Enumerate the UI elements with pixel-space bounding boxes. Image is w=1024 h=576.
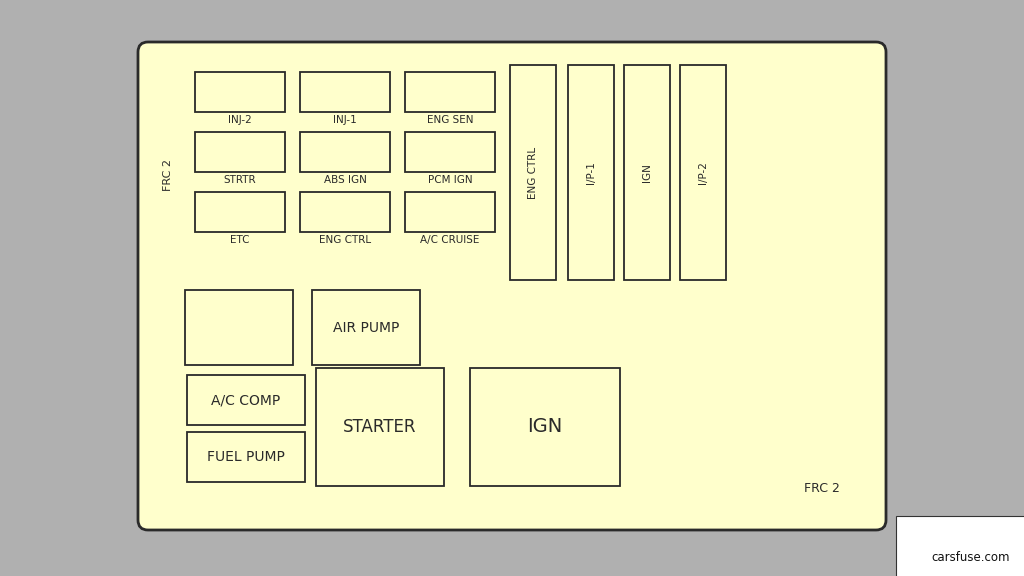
Text: IGN: IGN (642, 163, 652, 182)
FancyBboxPatch shape (624, 65, 670, 280)
FancyBboxPatch shape (185, 290, 293, 365)
FancyBboxPatch shape (187, 432, 305, 482)
FancyBboxPatch shape (187, 375, 305, 425)
FancyBboxPatch shape (470, 368, 620, 486)
FancyBboxPatch shape (316, 368, 444, 486)
Text: ENG CTRL: ENG CTRL (318, 235, 371, 245)
Text: IGN: IGN (527, 418, 562, 437)
Text: ABS IGN: ABS IGN (324, 175, 367, 185)
FancyBboxPatch shape (312, 290, 420, 365)
FancyBboxPatch shape (510, 65, 556, 280)
Text: FRC 2: FRC 2 (163, 159, 173, 191)
Text: FRC 2: FRC 2 (804, 482, 840, 495)
FancyBboxPatch shape (406, 192, 495, 232)
Text: I/P-2: I/P-2 (698, 161, 708, 184)
Text: PCM IGN: PCM IGN (428, 175, 472, 185)
Text: carsfuse.com: carsfuse.com (932, 551, 1010, 564)
FancyBboxPatch shape (300, 132, 390, 172)
FancyBboxPatch shape (568, 65, 614, 280)
FancyBboxPatch shape (680, 65, 726, 280)
FancyBboxPatch shape (138, 42, 886, 530)
FancyBboxPatch shape (195, 192, 285, 232)
Text: ETC: ETC (230, 235, 250, 245)
Text: STRTR: STRTR (223, 175, 256, 185)
Text: A/C CRUISE: A/C CRUISE (420, 235, 479, 245)
Text: A/C COMP: A/C COMP (211, 393, 281, 407)
Text: ENG SEN: ENG SEN (427, 115, 473, 125)
FancyBboxPatch shape (195, 132, 285, 172)
Text: STARTER: STARTER (343, 418, 417, 436)
FancyBboxPatch shape (300, 192, 390, 232)
Text: FUEL PUMP: FUEL PUMP (207, 450, 285, 464)
FancyBboxPatch shape (300, 72, 390, 112)
Text: ENG CTRL: ENG CTRL (528, 146, 538, 199)
Text: INJ-1: INJ-1 (333, 115, 357, 125)
FancyBboxPatch shape (195, 72, 285, 112)
Text: AIR PUMP: AIR PUMP (333, 320, 399, 335)
FancyBboxPatch shape (406, 132, 495, 172)
FancyBboxPatch shape (406, 72, 495, 112)
Text: I/P-1: I/P-1 (586, 161, 596, 184)
Text: INJ-2: INJ-2 (228, 115, 252, 125)
